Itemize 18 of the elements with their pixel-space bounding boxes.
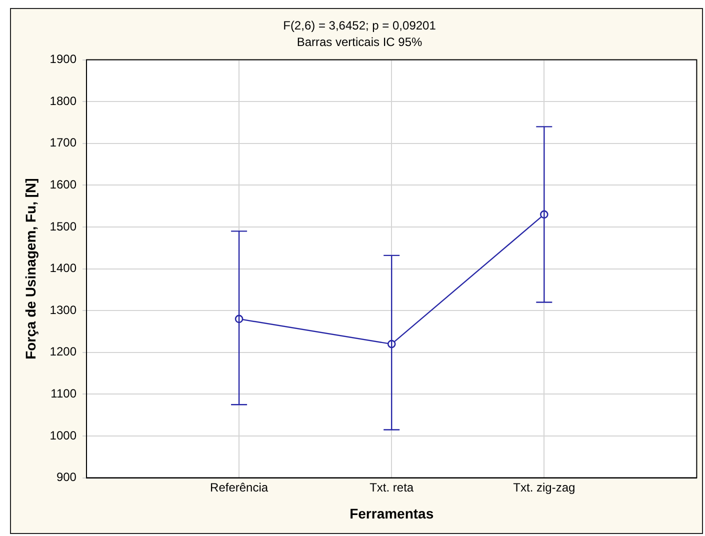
x-tick-label: Txt. reta	[370, 480, 414, 494]
y-tick-label: 1200	[50, 344, 77, 359]
chart-subtitle: Barras verticais IC 95%	[296, 34, 423, 49]
y-tick-label: 1600	[50, 178, 77, 192]
y-tick-label: 1500	[50, 219, 77, 234]
y-tick-label: 1700	[50, 136, 77, 150]
y-tick-label: 1900	[50, 52, 77, 66]
chart-title: F(2,6) = 3,6452; p = 0,09201	[283, 18, 436, 33]
y-tick-label: 900	[56, 470, 77, 484]
x-tick-label: Txt. zig-zag	[513, 480, 576, 494]
y-tick-label: 1100	[50, 386, 77, 401]
y-tick-label: 1300	[50, 302, 77, 317]
y-axis-title: Força de Usinagem, Fu, [N]	[22, 178, 38, 360]
x-tick-label: Referência	[210, 480, 268, 494]
y-tick-label: 1400	[50, 261, 77, 276]
x-axis-title: Ferramentas	[350, 505, 434, 522]
y-tick-label: 1000	[50, 428, 77, 442]
y-tick-label: 1800	[50, 94, 77, 108]
